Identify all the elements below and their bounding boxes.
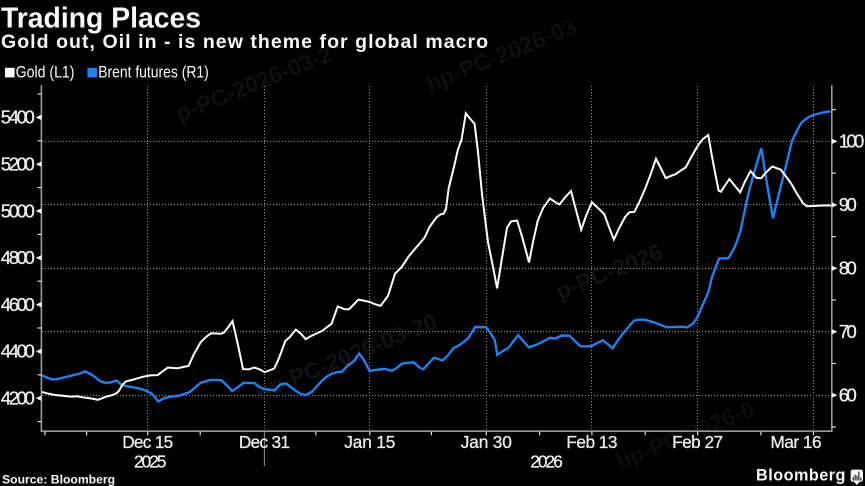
svg-text:Dec 31: Dec 31 (239, 432, 290, 452)
svg-text:Dec 15: Dec 15 (122, 432, 173, 452)
svg-text:80: 80 (839, 258, 857, 279)
svg-text:4400: 4400 (1, 341, 35, 362)
svg-text:Gold (L1): Gold (L1) (16, 63, 75, 81)
svg-text:70: 70 (839, 321, 857, 342)
svg-text:5000: 5000 (1, 200, 35, 221)
svg-text:2026: 2026 (530, 452, 563, 472)
svg-text:Bloomberg: Bloomberg (756, 467, 846, 485)
svg-text:2025: 2025 (134, 452, 167, 472)
svg-text:60: 60 (839, 385, 857, 406)
svg-text:Mar 16: Mar 16 (771, 432, 822, 452)
svg-text:Source: Bloomberg: Source: Bloomberg (2, 473, 115, 486)
svg-text:Jan 15: Jan 15 (344, 432, 395, 452)
svg-text:Feb 27: Feb 27 (672, 432, 723, 452)
svg-text:90: 90 (839, 194, 857, 215)
svg-text:4600: 4600 (1, 294, 35, 315)
svg-text:100: 100 (839, 131, 865, 152)
svg-text:Jan 30: Jan 30 (461, 432, 512, 452)
svg-text:4200: 4200 (1, 388, 35, 409)
svg-text:4800: 4800 (1, 247, 35, 268)
svg-text:Trading Places: Trading Places (1, 3, 201, 35)
svg-text:Feb 13: Feb 13 (566, 432, 617, 452)
svg-text:5200: 5200 (1, 154, 35, 175)
svg-text:Gold out, Oil in - is new them: Gold out, Oil in - is new theme for glob… (1, 31, 489, 53)
svg-text:Brent futures (R1): Brent futures (R1) (98, 63, 209, 81)
svg-text:5400: 5400 (1, 107, 35, 128)
